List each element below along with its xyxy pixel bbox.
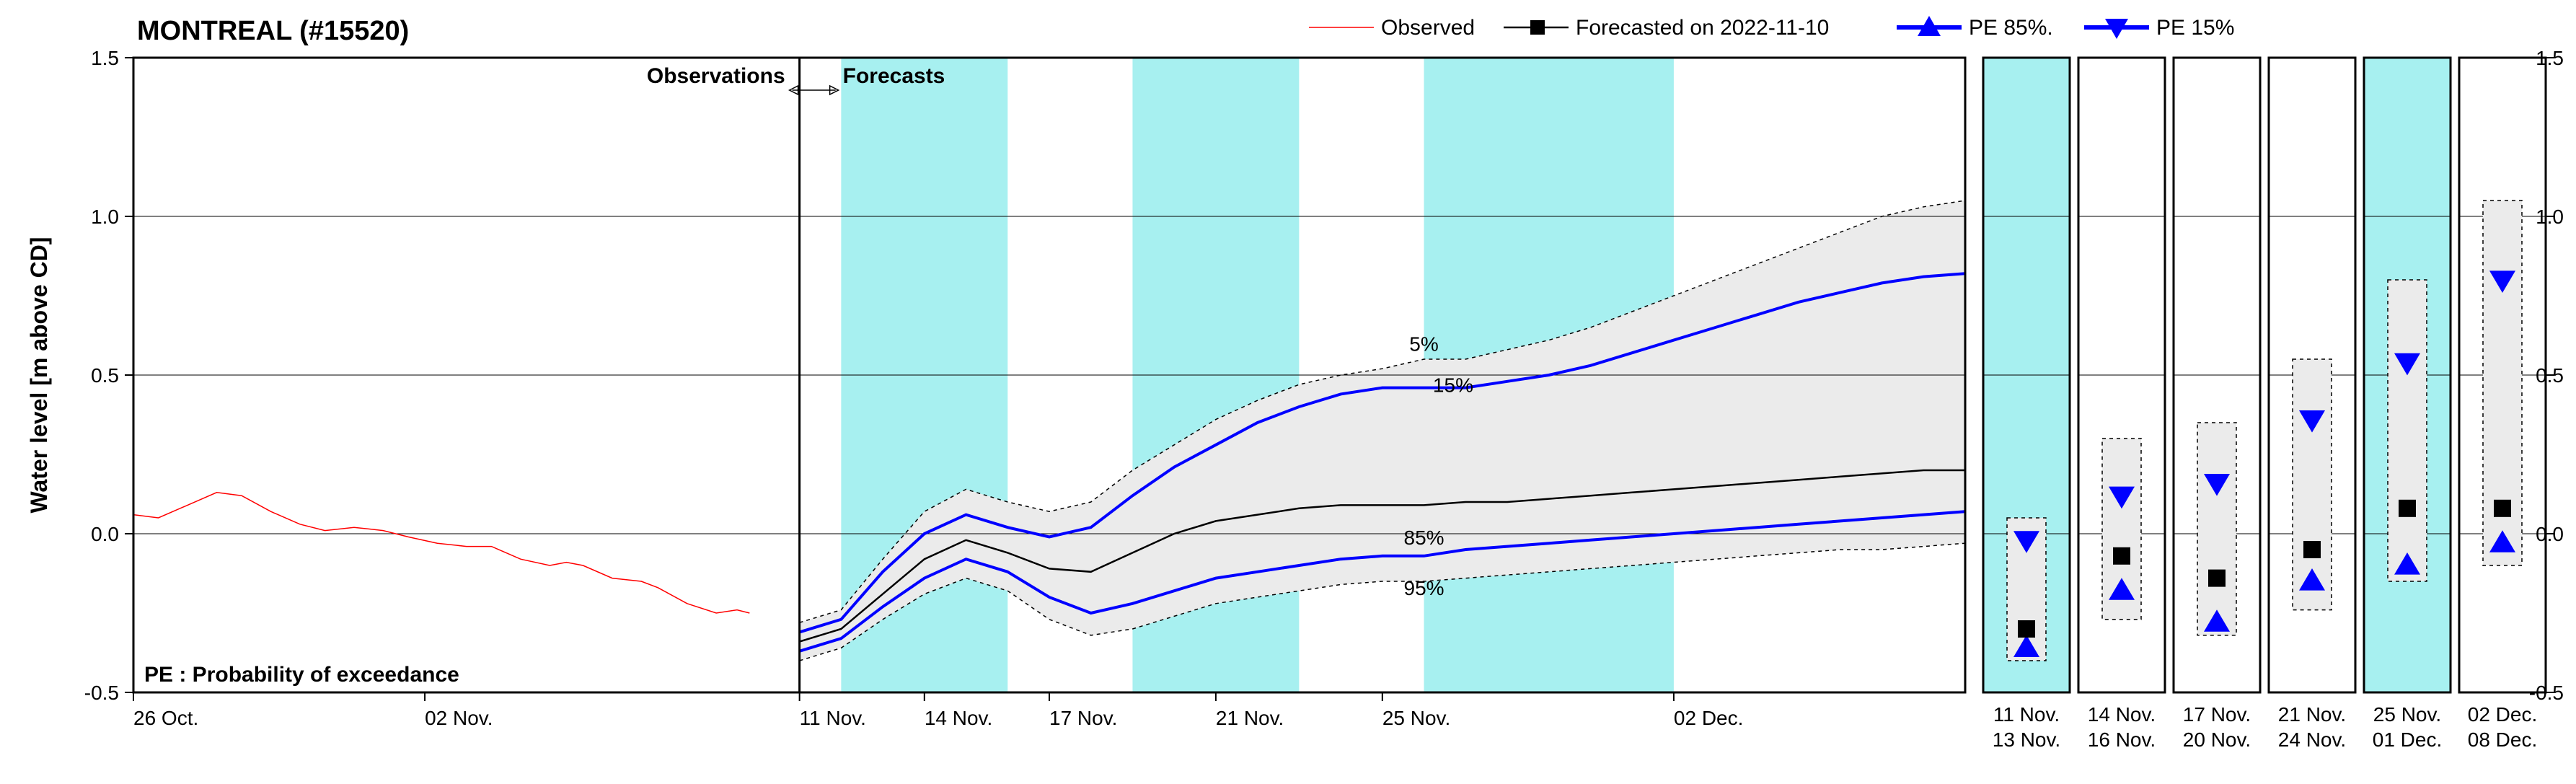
- chart-title: MONTREAL (#15520): [137, 16, 409, 46]
- xtick-label: 21 Nov.: [1216, 707, 1284, 729]
- curve-label-p85: 85%: [1404, 527, 1444, 549]
- panel-top-label: 17 Nov.: [2183, 703, 2251, 726]
- panel-bottom-label: 24 Nov.: [2278, 728, 2346, 751]
- xtick-label: 02 Dec.: [1674, 707, 1744, 729]
- xtick-label: 25 Nov.: [1382, 707, 1450, 729]
- ytick-label-right: 1.5: [2536, 47, 2564, 69]
- legend-forecasted: Forecasted on 2022-11-10: [1576, 16, 1829, 40]
- pe-note: PE : Probability of exceedance: [144, 663, 459, 687]
- ytick-label-left: 1.0: [91, 206, 119, 228]
- panel-top-label: 25 Nov.: [2373, 703, 2441, 726]
- ytick-label-right: -0.5: [2529, 682, 2564, 704]
- ytick-label-right: 1.0: [2536, 206, 2564, 228]
- chart-svg: Observed Forecasted on 2022-11-10 PE 85%. P…: [7, 7, 2576, 777]
- panel-top-label: 14 Nov.: [2088, 703, 2156, 726]
- ytick-label-right: 0.5: [2536, 364, 2564, 387]
- panel-bottom-label: 13 Nov.: [1993, 728, 2060, 751]
- legend-observed: Observed: [1381, 16, 1475, 40]
- panel-bottom-label: 08 Dec.: [2468, 728, 2538, 751]
- panel-top-label: 11 Nov.: [1993, 703, 2060, 726]
- forecast-panel: [2364, 58, 2451, 692]
- forecast-panel: [2174, 58, 2260, 692]
- forecast-panel: [2269, 58, 2355, 692]
- ytick-label-left: -0.5: [84, 682, 119, 704]
- curve-label-p15: 15%: [1433, 374, 1473, 397]
- chart-container: Observed Forecasted on 2022-11-10 PE 85%. P…: [7, 7, 2576, 777]
- panel-top-label: 21 Nov.: [2278, 703, 2346, 726]
- panel-bottom-label: 20 Nov.: [2183, 728, 2251, 751]
- legend-pe15: PE 15%: [2156, 16, 2234, 40]
- curve-label-p5: 5%: [1409, 332, 1438, 355]
- ytick-label-left: 1.5: [91, 47, 119, 69]
- forecast-panel: [2078, 58, 2165, 692]
- ytick-label-left: 0.5: [91, 364, 119, 387]
- y-axis-label: Water level [m above CD]: [26, 237, 52, 514]
- xtick-label: 26 Oct.: [133, 707, 198, 729]
- xtick-label: 02 Nov.: [425, 707, 493, 729]
- forecast-panel: [1983, 58, 2070, 692]
- forecast-panel: [2459, 58, 2546, 692]
- panel-top-label: 02 Dec.: [2468, 703, 2538, 726]
- panel-bottom-label: 01 Dec.: [2373, 728, 2443, 751]
- xtick-label: 17 Nov.: [1049, 707, 1117, 729]
- ytick-label-right: 0.0: [2536, 523, 2564, 545]
- forecasts-label: Forecasts: [843, 64, 945, 88]
- observed-line: [133, 493, 749, 613]
- xtick-label: 14 Nov.: [925, 707, 992, 729]
- observations-label: Observations: [647, 64, 785, 88]
- curve-label-p95: 95%: [1404, 577, 1444, 599]
- panel-bottom-label: 16 Nov.: [2088, 728, 2156, 751]
- legend-pe85: PE 85%.: [1969, 16, 2053, 40]
- xtick-label: 11 Nov.: [800, 707, 866, 729]
- ytick-label-left: 0.0: [91, 523, 119, 545]
